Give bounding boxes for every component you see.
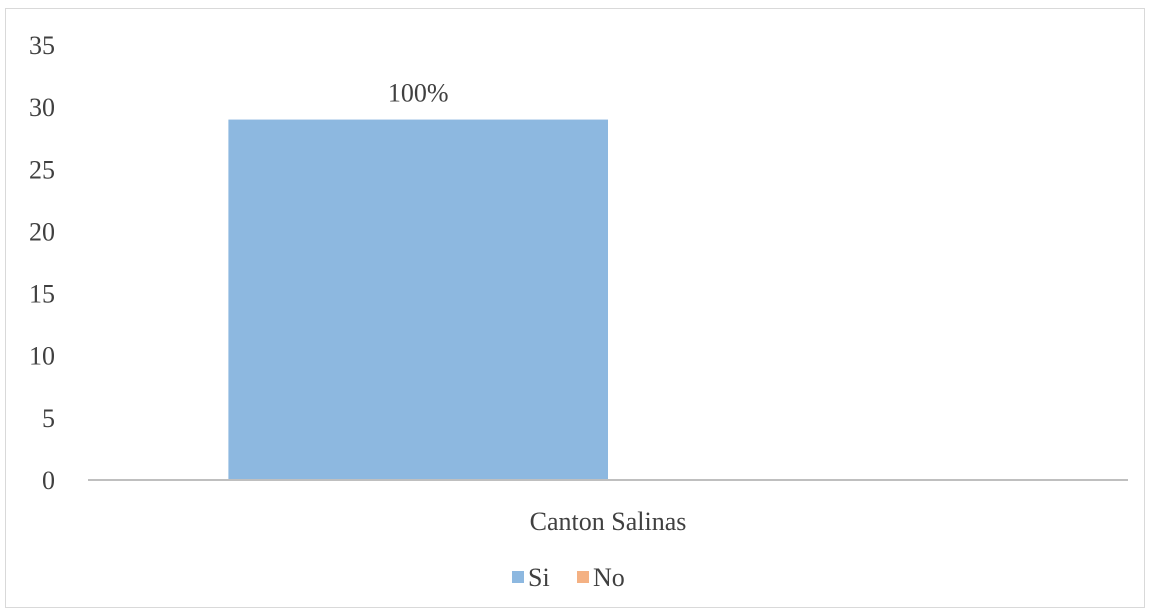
y-tick-label: 0 bbox=[42, 466, 55, 495]
x-tick-label: Canton Salinas bbox=[530, 507, 687, 536]
legend-label-si: Si bbox=[528, 563, 550, 592]
y-tick-label: 35 bbox=[29, 31, 55, 60]
legend-swatch-no bbox=[577, 571, 589, 583]
y-tick-label: 30 bbox=[29, 93, 55, 122]
legend: Si No bbox=[512, 563, 625, 592]
y-tick-label: 15 bbox=[29, 280, 55, 309]
y-axis: 0 5 10 15 20 25 30 35 bbox=[29, 31, 55, 495]
bars-group: 100% bbox=[228, 79, 608, 481]
legend-swatch-si bbox=[512, 571, 524, 583]
y-tick-label: 25 bbox=[29, 155, 55, 184]
y-tick-label: 5 bbox=[42, 404, 55, 433]
y-tick-label: 20 bbox=[29, 217, 55, 246]
bar-si bbox=[228, 119, 608, 481]
x-axis: Canton Salinas bbox=[530, 507, 687, 536]
y-tick-label: 10 bbox=[29, 342, 55, 371]
data-label: 100% bbox=[388, 79, 449, 108]
legend-label-no: No bbox=[593, 563, 625, 592]
